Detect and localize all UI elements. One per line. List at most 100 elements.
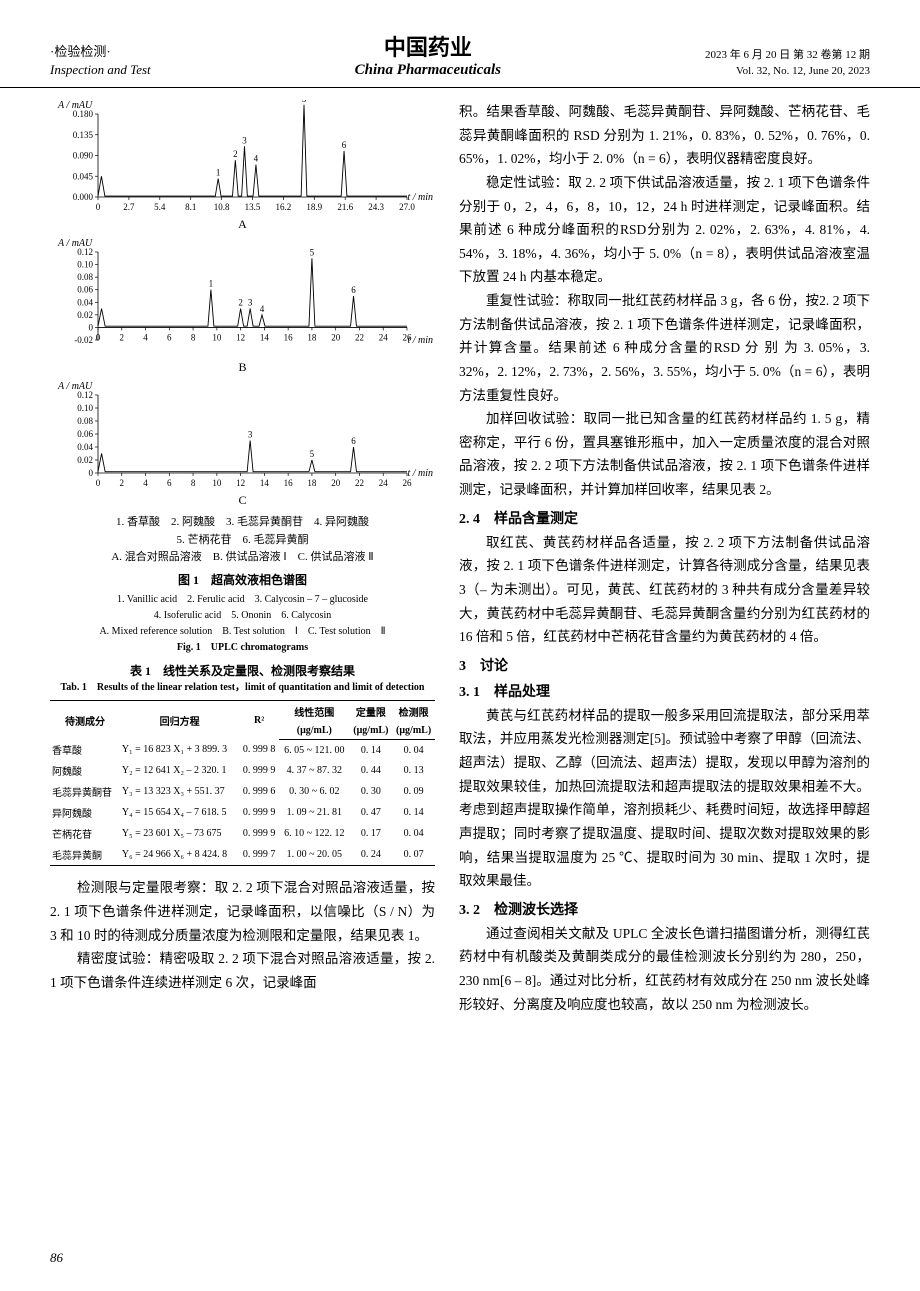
table-header-unit: (μg/mL) xyxy=(392,722,435,740)
table-cell: 0. 24 xyxy=(350,844,393,866)
journal-en: China Pharmaceuticals xyxy=(151,62,705,79)
svg-text:0: 0 xyxy=(89,468,94,478)
header-center: 中国药业 China Pharmaceuticals xyxy=(151,30,705,79)
svg-text:18: 18 xyxy=(307,478,317,488)
table-row: 毛蕊异黄酮Y₆ = 24 966 X₆ + 8 424. 80. 999 71.… xyxy=(50,844,435,866)
table-cell: 毛蕊异黄酮苷 xyxy=(50,781,120,802)
table-cell: 香草酸 xyxy=(50,739,120,760)
svg-text:24: 24 xyxy=(379,332,389,342)
table-header: 回归方程 xyxy=(120,700,239,739)
table-cell: 6. 05 ~ 121. 00 xyxy=(279,739,349,760)
table1: 待测成分回归方程R²线性范围定量限检测限 (μg/mL)(μg/mL)(μg/m… xyxy=(50,700,435,867)
date-en: Vol. 32, No. 12, June 20, 2023 xyxy=(705,64,870,79)
table-cell: Y₅ = 23 601 X₅ – 73 675 xyxy=(120,823,239,844)
table-cell: Y₄ = 15 654 X₄ – 7 618. 5 xyxy=(120,802,239,823)
svg-text:2: 2 xyxy=(238,298,243,308)
svg-text:24.3: 24.3 xyxy=(368,202,384,212)
right-para-5: 取红芪、黄芪药材样品各适量，按 2. 2 项下方法制备供试品溶液，按 2. 1 … xyxy=(459,531,870,649)
fig1-legend: 1. 香草酸 2. 阿魏酸 3. 毛蕊异黄酮苷 4. 异阿魏酸 5. 芒柄花苷 … xyxy=(50,514,435,656)
svg-text:0.08: 0.08 xyxy=(77,272,93,282)
svg-text:3: 3 xyxy=(248,298,253,308)
table-row: 异阿魏酸Y₄ = 15 654 X₄ – 7 618. 50. 999 91. … xyxy=(50,802,435,823)
svg-text:26: 26 xyxy=(403,478,413,488)
svg-text:6: 6 xyxy=(167,332,172,342)
table-cell: 0. 47 xyxy=(350,802,393,823)
table-cell: 0. 09 xyxy=(392,781,435,802)
svg-text:3: 3 xyxy=(248,430,253,440)
svg-text:18: 18 xyxy=(307,332,317,342)
right-para-3: 重复性试验：称取同一批红芪药材样品 3 g，各 6 份，按2. 2 项下方法制备… xyxy=(459,289,870,407)
table-header: R² xyxy=(239,700,279,739)
svg-text:0.10: 0.10 xyxy=(77,260,93,270)
table-cell: 异阿魏酸 xyxy=(50,802,120,823)
table-row: 毛蕊异黄酮苷Y₃ = 13 323 X₃ + 551. 370. 999 60.… xyxy=(50,781,435,802)
sec-2-4: 2. 4 样品含量测定 xyxy=(459,508,870,528)
table-cell: 0. 44 xyxy=(350,760,393,781)
table-cell: 0. 04 xyxy=(392,823,435,844)
svg-text:12: 12 xyxy=(236,478,245,488)
chart-c-letter: C xyxy=(50,493,435,508)
svg-text:4: 4 xyxy=(143,478,148,488)
right-para-7: 通过查阅相关文献及 UPLC 全波长色谱扫描图谱分析，测得红芪药材中有机酸类及黄… xyxy=(459,922,870,1017)
svg-text:2.7: 2.7 xyxy=(123,202,135,212)
table-cell: 0. 17 xyxy=(350,823,393,844)
table-row: 芒柄花苷Y₅ = 23 601 X₅ – 73 6750. 999 96. 10… xyxy=(50,823,435,844)
svg-text:10.8: 10.8 xyxy=(214,202,230,212)
left-para-1: 检测限与定量限考察：取 2. 2 项下混合对照品溶液适量，按 2. 1 项下色谱… xyxy=(50,876,435,947)
section-cn: ·检验检测· xyxy=(50,44,111,59)
left-para-2: 精密度试验：精密吸取 2. 2 项下混合对照品溶液适量，按 2. 1 项下色谱条… xyxy=(50,947,435,994)
svg-text:1: 1 xyxy=(209,279,214,289)
table-cell: 4. 37 ~ 87. 32 xyxy=(279,760,349,781)
table-header-unit: (μg/mL) xyxy=(279,722,349,740)
table-cell: 0. 999 9 xyxy=(239,802,279,823)
svg-text:0.06: 0.06 xyxy=(77,429,93,439)
svg-text:14: 14 xyxy=(260,478,270,488)
table-header-unit: (μg/mL) xyxy=(350,722,393,740)
table-header: 检测限 xyxy=(392,700,435,722)
svg-text:0.04: 0.04 xyxy=(77,297,93,307)
table-cell: 芒柄花苷 xyxy=(50,823,120,844)
svg-text:20: 20 xyxy=(331,478,341,488)
svg-text:10: 10 xyxy=(212,332,222,342)
right-para-1: 积。结果香草酸、阿魏酸、毛蕊异黄酮苷、异阿魏酸、芒柄花苷、毛蕊异黄酮峰面积的 R… xyxy=(459,100,870,171)
left-column: A / mAU 0.0000.0450.0900.1350.18002.75.4… xyxy=(50,100,435,1016)
svg-text:0.08: 0.08 xyxy=(77,416,93,426)
svg-text:24: 24 xyxy=(379,478,389,488)
svg-text:12: 12 xyxy=(236,332,245,342)
svg-text:16: 16 xyxy=(284,478,294,488)
table-cell: 0. 14 xyxy=(350,739,393,760)
right-column: 积。结果香草酸、阿魏酸、毛蕊异黄酮苷、异阿魏酸、芒柄花苷、毛蕊异黄酮峰面积的 R… xyxy=(459,100,870,1016)
svg-text:2: 2 xyxy=(120,478,125,488)
table-cell: 0. 999 9 xyxy=(239,823,279,844)
svg-text:0.045: 0.045 xyxy=(73,171,94,181)
svg-text:8.1: 8.1 xyxy=(185,202,196,212)
fig1-title-en: Fig. 1 UPLC chromatograms xyxy=(50,640,435,656)
table-cell: 6. 10 ~ 122. 12 xyxy=(279,823,349,844)
legend-en-1: 1. Vanillic acid 2. Ferulic acid 3. Caly… xyxy=(50,592,435,608)
right-para-6: 黄芪与红芪药材样品的提取一般多采用回流提取法，部分采用萃取法，并应用蒸发光检测器… xyxy=(459,704,870,893)
section-en: Inspection and Test xyxy=(50,61,151,79)
chart-a: A / mAU 0.0000.0450.0900.1350.18002.75.4… xyxy=(50,100,435,232)
chart-b-letter: B xyxy=(50,360,435,375)
svg-text:5.4: 5.4 xyxy=(154,202,166,212)
svg-text:0.090: 0.090 xyxy=(73,151,94,161)
table-cell: 0. 13 xyxy=(392,760,435,781)
svg-text:0: 0 xyxy=(89,322,94,332)
table-cell: 0. 999 8 xyxy=(239,739,279,760)
table-row: 香草酸Y₁ = 16 823 X₁ + 3 899. 30. 999 86. 0… xyxy=(50,739,435,760)
table-cell: 0. 999 9 xyxy=(239,760,279,781)
table-cell: Y₁ = 16 823 X₁ + 3 899. 3 xyxy=(120,739,239,760)
page-number: 86 xyxy=(50,1250,63,1266)
svg-text:5: 5 xyxy=(310,247,315,257)
svg-text:8: 8 xyxy=(191,332,196,342)
table1-title-cn: 表 1 线性关系及定量限、检测限考察结果 xyxy=(50,662,435,679)
table-cell: 0. 30 ~ 6. 02 xyxy=(279,781,349,802)
svg-text:4: 4 xyxy=(260,304,265,314)
svg-text:6: 6 xyxy=(351,285,356,295)
chart-a-svg: 0.0000.0450.0900.1350.18002.75.48.110.81… xyxy=(50,100,435,215)
table-header: 线性范围 xyxy=(279,700,349,722)
right-para-2: 稳定性试验：取 2. 2 项下供试品溶液适量，按 2. 1 项下色谱条件分别于 … xyxy=(459,171,870,289)
svg-text:0: 0 xyxy=(96,478,101,488)
fig1-title-cn: 图 1 超高效液相色谱图 xyxy=(50,571,435,590)
sec-3-1: 3. 1 样品处理 xyxy=(459,681,870,701)
